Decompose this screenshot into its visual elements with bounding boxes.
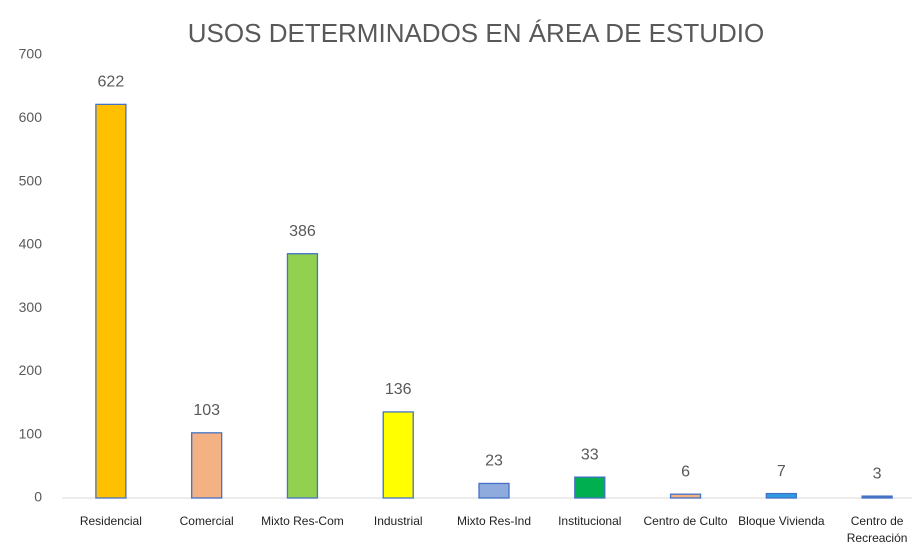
data-label: 103 — [193, 402, 220, 419]
bar — [286, 253, 319, 499]
x-tick-label: Industrial — [373, 514, 423, 528]
x-tick-label: Centro de Culto — [643, 514, 728, 528]
y-tick-label: 400 — [19, 236, 43, 252]
data-label: 33 — [581, 446, 599, 463]
y-tick-label: 700 — [19, 46, 43, 62]
bar — [382, 411, 414, 499]
data-label: 136 — [385, 381, 412, 398]
data-label: 23 — [485, 453, 503, 470]
data-label: 3 — [873, 465, 882, 482]
x-tick-label: Comercial — [179, 514, 234, 528]
bar — [95, 103, 127, 499]
x-tick-label: Institucional — [558, 514, 622, 528]
x-tick-label: Residencial — [79, 514, 142, 528]
x-tick-label: Centro de Recreación — [846, 514, 908, 545]
data-label: 622 — [98, 74, 125, 91]
x-tick-label: Mixto Res-Com — [261, 514, 344, 528]
data-label: 6 — [681, 463, 690, 480]
x-tick-label: Mixto Res-Ind — [456, 514, 532, 528]
y-tick-label: 500 — [19, 172, 43, 188]
data-label: 7 — [777, 463, 786, 480]
bar — [574, 476, 606, 499]
y-tick-label: 200 — [19, 362, 43, 378]
bar — [191, 432, 223, 499]
x-tick-label: Bloque Vivienda — [738, 514, 825, 528]
bar — [861, 495, 893, 499]
y-tick-label: 300 — [19, 299, 43, 315]
chart-title: USOS DETERMINADOS EN ÁREA DE ESTUDIO — [188, 18, 764, 48]
y-tick-label: 100 — [19, 425, 43, 441]
y-tick-label: 0 — [34, 489, 42, 505]
data-label: 386 — [289, 223, 316, 240]
bar — [478, 482, 510, 499]
bar — [669, 493, 702, 499]
bar — [765, 492, 797, 499]
y-tick-label: 600 — [19, 109, 43, 125]
